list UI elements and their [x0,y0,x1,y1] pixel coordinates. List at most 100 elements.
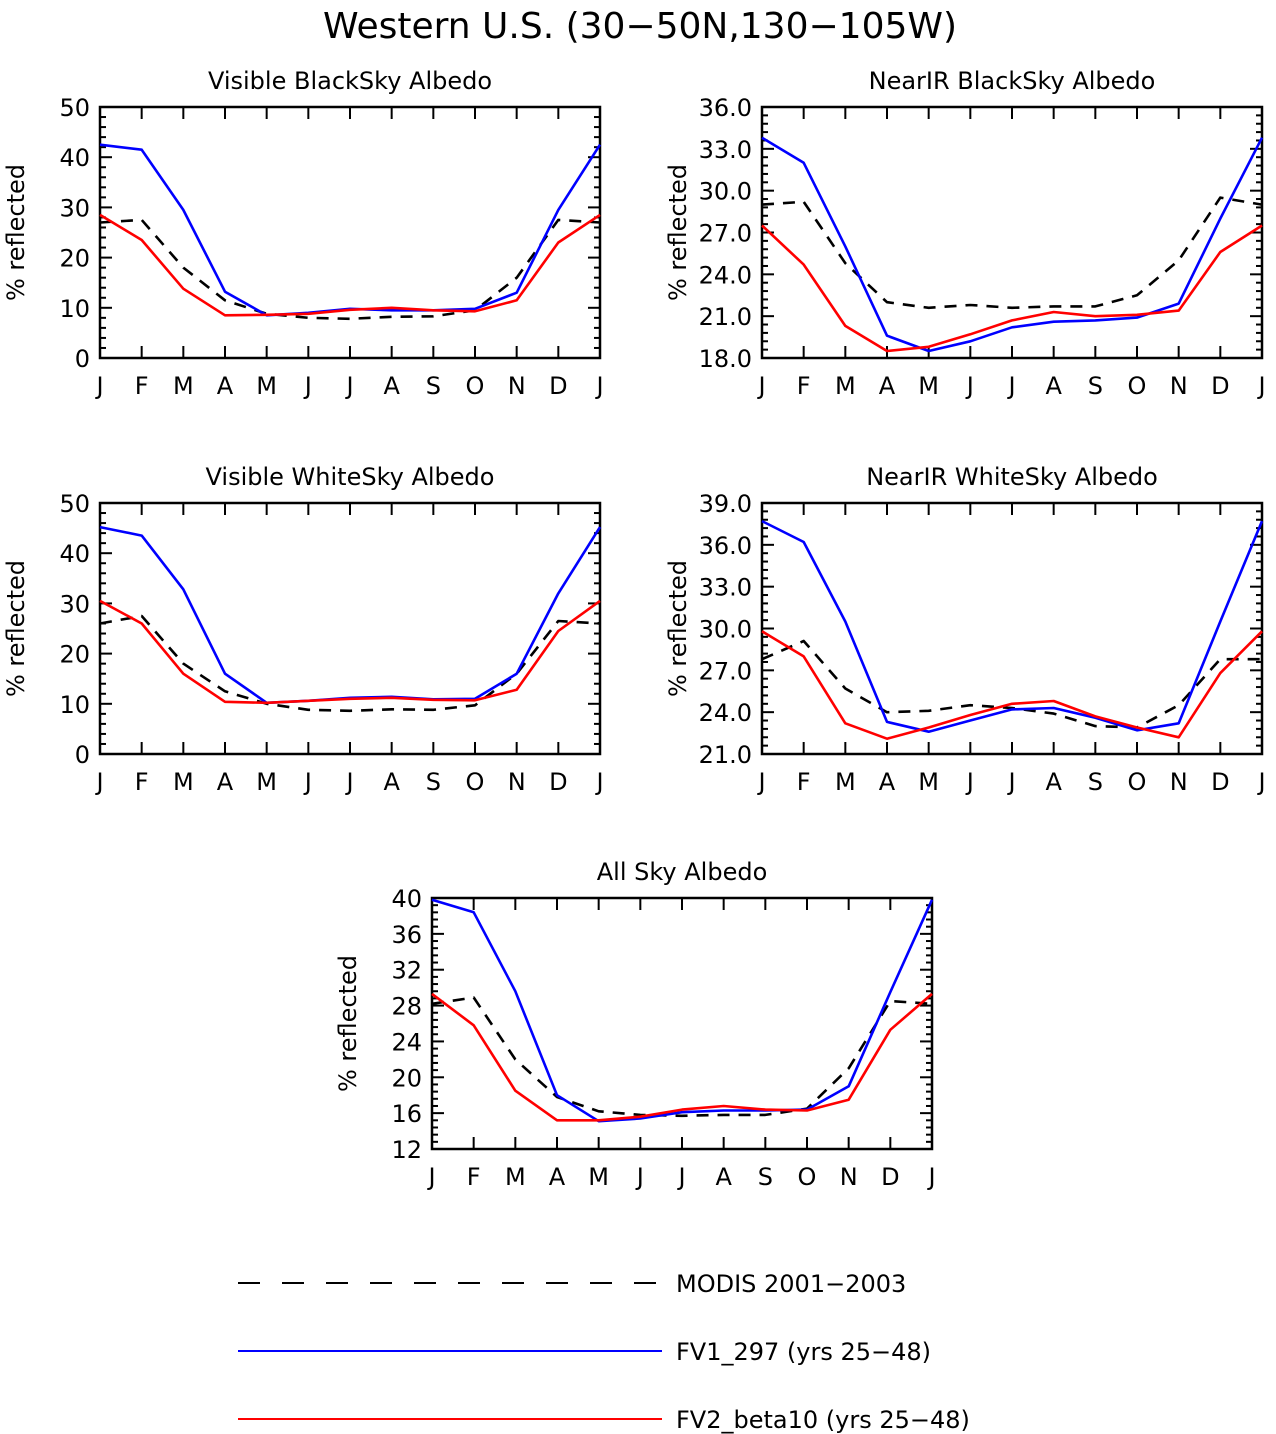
x-tick-label: A [879,768,896,796]
x-tick-label: O [466,372,485,400]
y-tick-label: 10 [59,691,90,719]
x-tick-label: A [383,768,400,796]
plot-frame [98,501,602,756]
x-tick-label: O [466,768,485,796]
x-tick-label: J [635,1163,644,1191]
x-tick-label: J [676,1163,685,1191]
x-tick-label: M [918,768,939,796]
x-tick-label: M [835,768,856,796]
x-tick-label: M [918,372,939,400]
x-tick-label: J [344,372,353,400]
series-line-1 [99,218,601,321]
x-tick-label: O [1128,372,1147,400]
x-tick-label: A [549,1163,566,1191]
x-tick-label: D [1211,768,1229,796]
x-tick-label: M [588,1163,609,1191]
x-tick-label: M [835,372,856,400]
chart-title: NearIR WhiteSky Albedo [866,463,1158,491]
chart-title: Visible WhiteSky Albedo [206,463,495,491]
x-tick-label: J [303,372,312,400]
y-tick-label: 30.0 [699,616,752,644]
y-tick-label: 32 [391,957,422,985]
x-tick-label: F [467,1163,481,1191]
x-tick-label: M [505,1163,526,1191]
series-line-3 [761,224,1263,353]
chart-title: Visible BlackSky Albedo [208,67,492,95]
x-tick-label: J [756,768,765,796]
y-tick-label: 50 [59,94,90,122]
series-line-3 [431,992,933,1122]
y-tick-label: 27.0 [699,220,752,248]
x-tick-label: J [756,372,765,400]
y-axis-label: % reflected [664,164,692,301]
y-tick-label: 40 [59,540,90,568]
y-axis-label: % reflected [334,955,362,1092]
x-tick-label: F [797,372,811,400]
x-tick-label: J [344,768,353,796]
x-tick-label: N [1170,768,1188,796]
x-tick-label: A [217,768,234,796]
y-tick-label: 20 [391,1064,422,1092]
x-tick-label: D [549,768,567,796]
y-tick-label: 20 [59,641,90,669]
x-tick-label: M [256,768,277,796]
x-tick-label: A [879,372,896,400]
x-tick-label: N [508,768,526,796]
y-tick-label: 39.0 [699,490,752,518]
x-tick-label: J [926,1163,935,1191]
x-tick-label: D [549,372,567,400]
y-tick-label: 0 [75,345,90,373]
x-tick-label: N [508,372,526,400]
plot-frame [760,501,1264,756]
x-tick-label: J [965,768,974,796]
x-tick-label: D [881,1163,899,1191]
series-line-3 [99,213,601,317]
y-tick-label: 40 [391,885,422,913]
x-tick-label: J [1256,372,1265,400]
x-tick-label: A [715,1163,732,1191]
y-tick-label: 16 [391,1100,422,1128]
chart-title: All Sky Albedo [597,858,768,886]
x-tick-label: J [94,372,103,400]
y-tick-label: 24.0 [699,261,752,289]
y-tick-label: 36.0 [699,94,752,122]
y-tick-label: 18.0 [699,345,752,373]
x-tick-label: M [173,372,194,400]
x-tick-label: S [1088,372,1103,400]
x-tick-label: D [1211,372,1229,400]
series-line-3 [99,599,601,705]
y-tick-label: 24.0 [699,699,752,727]
x-tick-label: J [1006,372,1015,400]
legend-label-3: FV2_beta10 (yrs 25−48) [676,1406,970,1434]
series-line-1 [761,639,1262,729]
y-axis-label: % reflected [2,164,30,301]
chart-title: NearIR BlackSky Albedo [869,67,1156,95]
x-tick-label: M [256,372,277,400]
y-tick-label: 33.0 [699,574,752,602]
x-tick-label: S [426,372,441,400]
y-tick-label: 36.0 [699,532,752,560]
legend-label-1: MODIS 2001−2003 [676,1270,906,1298]
x-tick-label: F [797,768,811,796]
x-tick-label: S [426,768,441,796]
x-tick-label: J [1006,768,1015,796]
x-tick-label: J [94,768,103,796]
y-axis-label: % reflected [2,560,30,697]
y-tick-label: 24 [391,1028,422,1056]
y-tick-label: 30.0 [699,178,752,206]
y-tick-label: 33.0 [699,136,752,164]
y-tick-label: 30 [59,194,90,222]
x-tick-label: J [965,372,974,400]
legend-label-2: FV1_297 (yrs 25−48) [676,1338,931,1366]
x-tick-label: M [173,768,194,796]
x-tick-label: J [426,1163,435,1191]
y-tick-label: 40 [59,144,90,172]
x-tick-label: J [1256,768,1265,796]
series-line-1 [99,614,601,713]
